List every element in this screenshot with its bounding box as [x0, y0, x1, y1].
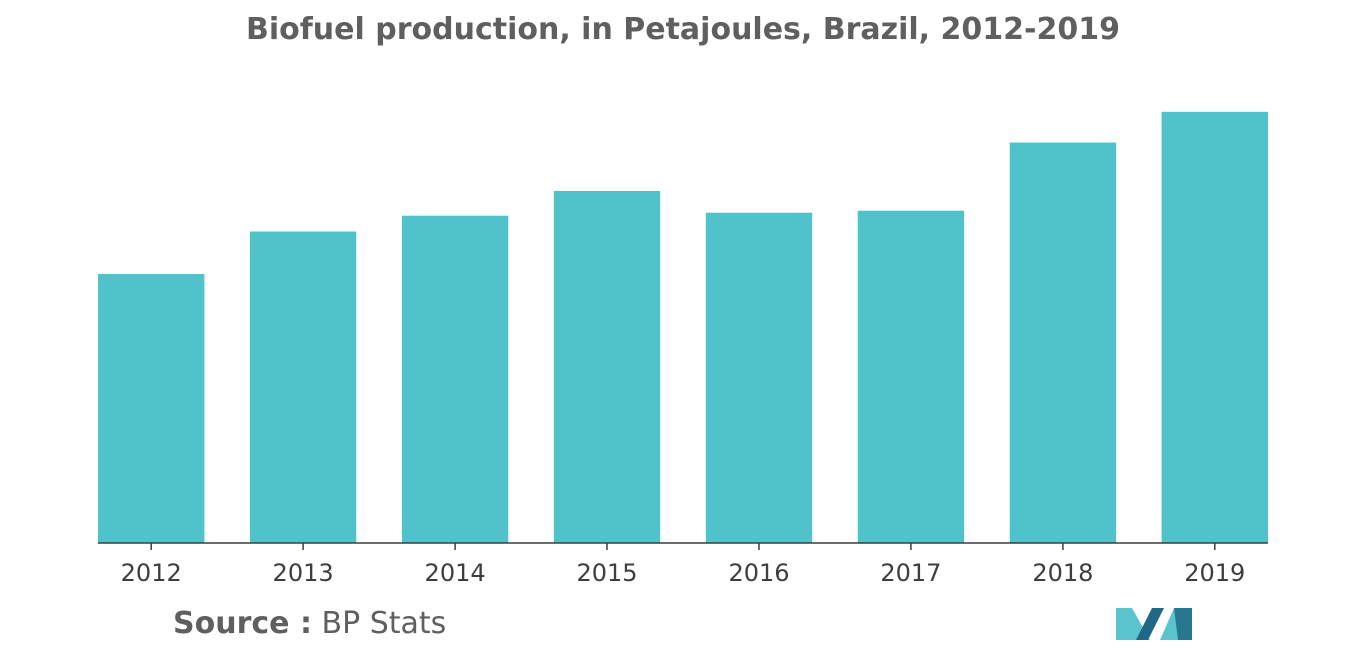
- bar-2015: [553, 191, 661, 543]
- bar-2017: [857, 210, 965, 543]
- chart-title: Biofuel production, in Petajoules, Brazi…: [246, 12, 1120, 47]
- x-axis-ticks: [150, 543, 1216, 550]
- x-tick-label-2019: 2019: [1184, 559, 1245, 587]
- bar-2014: [401, 215, 509, 543]
- x-tick-label-2013: 2013: [273, 559, 334, 587]
- x-tick-label-2015: 2015: [576, 559, 637, 587]
- bar-2013: [249, 231, 357, 543]
- mordor-intelligence-logo-icon: [1116, 602, 1192, 644]
- x-tick-label-2018: 2018: [1032, 559, 1093, 587]
- x-axis-labels: 2012 2013 2014 2015 2016 2017 2018 2019: [121, 559, 1246, 587]
- source-label: Source :: [173, 606, 312, 641]
- bar-2018: [1009, 142, 1117, 543]
- x-tick-label-2017: 2017: [880, 559, 941, 587]
- source-value: BP Stats: [321, 606, 447, 641]
- x-tick-label-2012: 2012: [121, 559, 182, 587]
- source-note: Source : BP Stats: [173, 606, 446, 641]
- bars-group: [98, 111, 1268, 544]
- bar-chart: 2012 2013 2014 2015 2016 2017 2018 2019: [98, 111, 1268, 587]
- bar-2016: [705, 212, 813, 543]
- logo-shape-mid: [1136, 608, 1164, 640]
- bar-2019: [1161, 111, 1268, 544]
- x-tick-label-2014: 2014: [425, 559, 486, 587]
- bar-2012: [98, 274, 205, 543]
- logo-shape-right-dark: [1174, 608, 1192, 640]
- x-tick-label-2016: 2016: [728, 559, 789, 587]
